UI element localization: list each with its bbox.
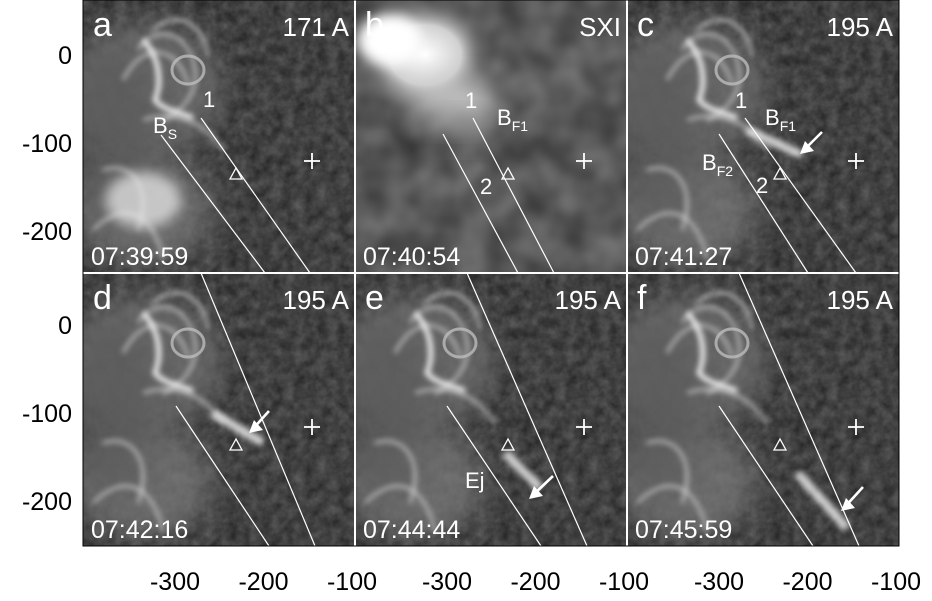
y-tick-label: 0 [58,42,72,70]
feature-label: BF1 [497,105,528,134]
guide-line [200,117,311,274]
triangle-marker [500,166,516,180]
panel-time: 07:39:59 [91,243,188,271]
arrow-icon [841,498,855,511]
feature-label: 1 [465,88,477,113]
panel-letter: e [365,279,384,317]
panel-f: f 195 A 07:45:59 [627,272,899,547]
y-tick-label: 0 [58,312,72,340]
feature-label-main: Ej [465,468,485,493]
guide-line [738,272,860,547]
feature-label-sub: F1 [512,118,529,134]
panel-letter: d [93,279,112,317]
feature-label: 1 [203,87,215,112]
panel-instrument: SXI [579,12,621,42]
feature-label-main: B [153,113,168,138]
feature-label-sub: S [168,126,177,142]
feature-label: BF1 [765,105,796,134]
panel-time: 07:40:54 [363,243,460,271]
feature-label-main: 1 [203,87,215,112]
y-tick-label: -200 [22,488,72,516]
feature-label-main: 1 [735,88,747,113]
triangle-marker [228,166,244,180]
panel-time: 07:44:44 [363,516,460,544]
panel-letter: b [365,6,384,44]
feature-label: 1 [735,88,747,113]
guide-line [744,117,857,274]
x-tick-label: -100 [871,568,921,596]
y-tick-label: -100 [22,400,72,428]
x-tick-label: -300 [422,568,472,596]
x-tick-label: -200 [238,568,288,596]
x-tick-label: -100 [599,568,649,596]
solar-image [355,0,627,273]
guide-line [175,405,270,547]
y-tick-label: -200 [22,218,72,246]
y-tick-label: -100 [22,130,72,158]
panel-time: 07:42:16 [91,516,188,544]
guide-line [718,405,814,547]
x-tick-label: -100 [327,568,377,596]
solar-image [355,273,627,546]
feature-label-main: B [702,150,717,175]
feature-label: 2 [480,174,492,199]
axes: -300 -200 -100 -300 -200 -100 -300 -200 -100 0 -10… [22,42,921,596]
arrow-icon [800,141,814,154]
figure-frame [82,0,900,547]
x-tick-label: -200 [782,568,832,596]
x-tick-label: -200 [510,568,560,596]
x-tick-label: -300 [150,568,200,596]
solar-image [627,0,899,273]
feature-label: 2 [756,173,768,198]
panel-instrument: 195 A [826,285,893,315]
solar-image [627,273,899,546]
feature-label-main: 1 [465,88,477,113]
guide-line [160,134,266,274]
feature-label-sub: F1 [780,118,797,134]
panel-letter: c [637,6,654,44]
panel-time: 07:45:59 [635,516,732,544]
feature-label-main: B [497,105,512,130]
triangle-marker [772,166,788,180]
panel-instrument: 195 A [554,285,621,315]
guide-line [200,272,316,547]
feature-label-main: B [765,105,780,130]
feature-label-sub: F2 [717,163,734,179]
solar-image [83,0,355,273]
triangle-marker [500,437,516,451]
feature-label-main: 2 [756,173,768,198]
triangle-marker [772,437,788,451]
panel-letter: a [93,6,112,44]
guide-line [466,272,588,547]
x-tick-label: -300 [694,568,744,596]
arrow-icon [529,486,543,499]
feature-label: BF2 [702,150,733,179]
triangle-marker [228,437,244,451]
panel-instrument: 171 A [282,12,349,42]
panel-instrument: 195 A [282,285,349,315]
guide-line [442,133,519,274]
panel-d: d 195 A 07:42:16 [83,272,355,547]
feature-label-main: 2 [480,174,492,199]
panel-letter: f [637,279,647,317]
feature-label: Ej [465,468,485,493]
guide-line [472,117,555,274]
panel-time: 07:41:27 [635,243,732,271]
arrow-icon [249,420,263,433]
panel-e: Ej e 195 A 07:44:44 [355,272,627,547]
feature-label: BS [153,113,177,142]
solar-image [83,273,355,546]
panel-instrument: 195 A [826,12,893,42]
guide-line [718,133,809,274]
guide-line [446,405,542,547]
